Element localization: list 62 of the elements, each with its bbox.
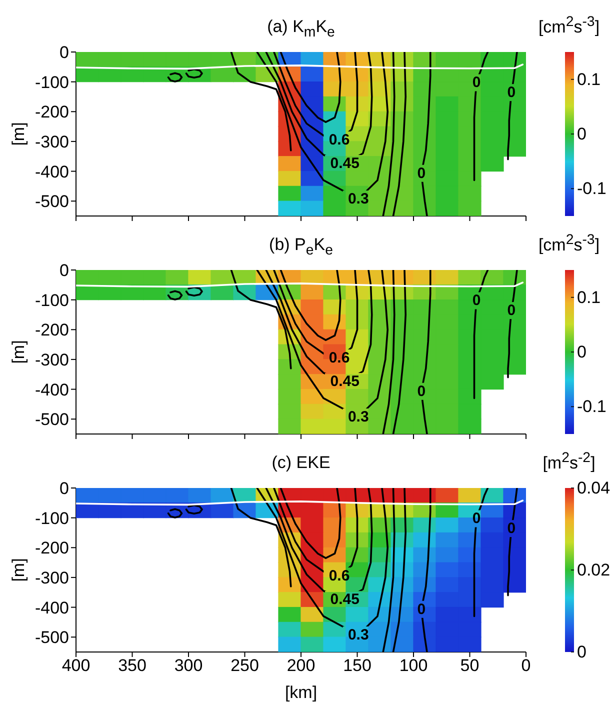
series-label: 0.3 [348, 190, 369, 208]
series-label: 0 [472, 74, 481, 92]
y-tick-label: -100 [34, 508, 69, 528]
series-label: 0 [472, 292, 481, 310]
chart-title: (c) EKE [270, 453, 332, 473]
series-label: 0.3 [348, 626, 369, 644]
color-bar-label: 0.1 [577, 70, 601, 89]
series-label: 0 [507, 84, 516, 102]
color-bar-label: 0.04 [577, 478, 610, 498]
x-tick-label: 350 [118, 656, 146, 676]
series-label: 0.3 [348, 408, 369, 426]
series-label: 0 [507, 302, 516, 320]
color-bar-label: 0 [577, 124, 586, 144]
y-tick-label: -200 [34, 102, 69, 122]
y-tick-label: -300 [34, 132, 69, 152]
chart-title: (a) K$_{m}$K$_{e}$ [266, 17, 336, 42]
series-label: 0.45 [330, 591, 360, 608]
series-label: 0.45 [330, 155, 360, 172]
y-tick-label: -200 [34, 538, 69, 558]
y-tick-label: -400 [34, 380, 69, 400]
x-tick-label: 0 [521, 656, 531, 676]
color-bar-title: [m$^{2}$s$^{-2}$] [542, 449, 596, 474]
color-bar-label: 0 [577, 342, 586, 362]
y-tick-label: -500 [34, 192, 69, 212]
color-bar-title: [cm$^{2}$s$^{-3}$] [537, 231, 601, 256]
x-tick-label: 300 [174, 656, 203, 676]
series-label: 0 [417, 600, 426, 618]
series-label: 0 [507, 520, 516, 538]
y-tick-label: -300 [34, 568, 69, 588]
color-bar-label: -0.1 [577, 397, 606, 416]
series-label: 0 [417, 164, 426, 182]
x-tick-label: 200 [286, 656, 316, 676]
x-tick-label: 150 [343, 656, 372, 676]
y-tick-label: 0 [60, 43, 69, 62]
y-tick-label: -400 [34, 162, 69, 182]
y-axis-title: [m] [9, 558, 28, 582]
x-axis-title: [km] [284, 683, 318, 702]
x-tick-label: 100 [399, 656, 428, 676]
y-tick-label: -500 [34, 410, 69, 430]
y-tick-label: -400 [34, 598, 69, 618]
chart-title: (b) P$_{e}$K$_{e}$ [268, 235, 334, 260]
x-tick-label: 250 [230, 656, 259, 676]
y-tick-label: -200 [34, 320, 69, 340]
y-axis-title: [m] [9, 122, 28, 146]
y-tick-label: 0 [60, 479, 69, 498]
series-label: 0 [472, 510, 481, 528]
color-bar-label: 0.1 [577, 288, 601, 307]
color-bar-label: 0.02 [577, 560, 610, 580]
series-label: 0.45 [330, 373, 360, 390]
series-label: 0 [417, 382, 426, 400]
color-bar-label: -0.1 [577, 179, 606, 198]
x-tick-label: 50 [460, 656, 480, 676]
color-bar-title: [cm$^{2}$s$^{-3}$] [537, 13, 601, 38]
y-tick-label: -300 [34, 350, 69, 370]
y-tick-label: -500 [34, 628, 69, 648]
x-tick-label: 400 [62, 656, 90, 676]
series-label: 0.6 [328, 349, 350, 366]
y-tick-label: -100 [34, 290, 69, 310]
color-bar-label: 0 [577, 642, 586, 662]
y-tick-label: 0 [60, 261, 69, 280]
y-tick-label: -100 [34, 72, 69, 92]
y-axis-title: [m] [9, 340, 28, 364]
